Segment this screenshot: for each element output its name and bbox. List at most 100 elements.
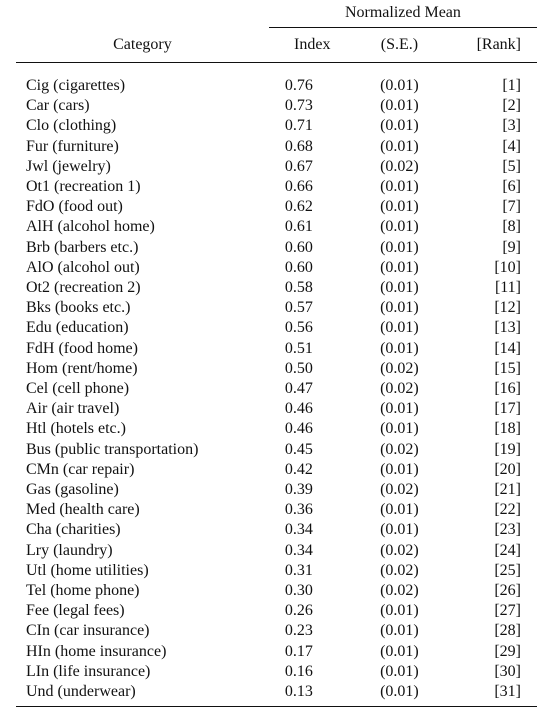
table-row: Fur (furniture) 0.68 (0.01) [4]	[16, 137, 537, 157]
se-cell: (0.01)	[380, 642, 419, 660]
category-cell: Edu (education)	[26, 319, 129, 337]
category-cell: Tel (home phone)	[26, 582, 140, 600]
se-cell: (0.01)	[380, 319, 419, 337]
index-cell: 0.62	[284, 198, 313, 216]
rank-cell: [19]	[494, 440, 521, 458]
rank-cell: [12]	[494, 299, 521, 317]
se-cell: (0.01)	[380, 662, 419, 680]
category-cell: Med (health care)	[26, 501, 140, 519]
index-cell: 0.16	[284, 662, 313, 680]
se-cell: (0.02)	[380, 157, 419, 175]
rank-cell: [13]	[494, 319, 521, 337]
category-cell: Cig (cigarettes)	[26, 77, 126, 94]
index-cell: 0.60	[284, 258, 313, 276]
table-row: CMn (car repair) 0.42 (0.01) [20]	[16, 460, 537, 480]
rank-cell: [27]	[494, 602, 521, 620]
index-cell: 0.13	[268, 682, 356, 707]
table-spacer-row	[16, 63, 537, 77]
table-row: Med (health care) 0.36 (0.01) [22]	[16, 500, 537, 520]
table-row: HIn (home insurance) 0.17 (0.01) [29]	[16, 642, 537, 662]
category-cell: LIn (life insurance)	[26, 662, 151, 680]
column-header-rank: [Rank]	[443, 27, 537, 63]
table-row: Gas (gasoline) 0.39 (0.02) [21]	[16, 480, 537, 500]
table-row: AlH (alcohol home) 0.61 (0.01) [8]	[16, 217, 537, 237]
group-header-spacer	[16, 0, 269, 28]
category-cell: CIn (car insurance)	[26, 622, 150, 640]
category-cell: Brb (barbers etc.)	[26, 238, 139, 256]
rank-cell: [6]	[502, 178, 521, 196]
rank-cell: [21]	[494, 481, 521, 499]
rank-cell: [17]	[494, 400, 521, 418]
category-cell: Air (air travel)	[26, 400, 120, 418]
table-row: Car (cars) 0.73 (0.01) [2]	[16, 96, 537, 116]
se-cell: (0.01)	[380, 238, 419, 256]
category-cell: Fee (legal fees)	[26, 602, 125, 620]
category-cell: Htl (hotels etc.)	[26, 420, 126, 438]
se-cell: (0.01)	[380, 521, 419, 539]
se-cell: (0.02)	[380, 582, 419, 600]
rank-cell: [24]	[494, 541, 521, 559]
table-row: Clo (clothing) 0.71 (0.01) [3]	[16, 116, 537, 136]
rank-cell: [23]	[494, 521, 521, 539]
table-row: Tel (home phone) 0.30 (0.02) [26]	[16, 581, 537, 601]
rank-cell: [22]	[494, 501, 521, 519]
category-cell: Fur (furniture)	[26, 137, 119, 155]
index-cell: 0.30	[284, 582, 313, 600]
table-row: Brb (barbers etc.) 0.60 (0.01) [9]	[16, 238, 537, 258]
index-cell: 0.60	[284, 238, 313, 256]
category-cell: Utl (home utilities)	[26, 561, 149, 579]
index-cell: 0.50	[284, 359, 313, 377]
rank-cell: [3]	[502, 117, 521, 135]
rank-cell: [7]	[502, 198, 521, 216]
category-cell: FdO (food out)	[26, 198, 123, 216]
se-cell: (0.01)	[380, 602, 419, 620]
se-cell: (0.01)	[380, 198, 419, 216]
table-row: Ot2 (recreation 2) 0.58 (0.01) [11]	[16, 278, 537, 298]
group-header-normalized-mean: Normalized Mean	[268, 0, 537, 28]
table-row: Cha (charities) 0.34 (0.01) [23]	[16, 520, 537, 540]
table-row: Utl (home utilities) 0.31 (0.02) [25]	[16, 561, 537, 581]
se-cell: (0.02)	[380, 440, 419, 458]
category-cell: Cel (cell phone)	[26, 380, 130, 398]
se-cell: (0.01)	[380, 97, 419, 115]
table-row: Hom (rent/home) 0.50 (0.02) [15]	[16, 359, 537, 379]
normalized-mean-table: Normalized Mean Category Index (S.E.) [R…	[16, 0, 537, 707]
index-cell: 0.56	[284, 319, 313, 337]
se-cell: (0.02)	[380, 481, 419, 499]
column-header-row: Category Index (S.E.) [Rank]	[16, 27, 537, 63]
table-row: Fee (legal fees) 0.26 (0.01) [27]	[16, 601, 537, 621]
rank-cell: [29]	[494, 642, 521, 660]
index-cell: 0.17	[284, 642, 313, 660]
rank-cell: [11]	[494, 279, 521, 297]
se-cell: (0.01)	[380, 178, 419, 196]
rank-cell: [10]	[494, 258, 521, 276]
index-cell: 0.46	[284, 420, 313, 438]
category-cell: FdH (food home)	[26, 339, 138, 357]
index-cell: 0.61	[284, 218, 313, 236]
category-cell: Car (cars)	[26, 97, 90, 115]
table-row: Htl (hotels etc.) 0.46 (0.01) [18]	[16, 419, 537, 439]
index-cell: 0.42	[284, 460, 313, 478]
index-cell: 0.39	[284, 481, 313, 499]
index-cell: 0.57	[284, 299, 313, 317]
table-body: Cig (cigarettes) 0.76 (0.01) [1] Car (cars) 0…	[16, 63, 537, 707]
se-cell: (0.01)	[380, 218, 419, 236]
se-cell: (0.01)	[380, 258, 419, 276]
category-cell: Lry (laundry)	[26, 541, 113, 559]
se-cell: (0.01)	[380, 420, 419, 438]
rank-cell: [15]	[494, 359, 521, 377]
category-cell: Bks (books etc.)	[26, 299, 131, 317]
table-row: AlO (alcohol out) 0.60 (0.01) [10]	[16, 258, 537, 278]
category-cell: Ot2 (recreation 2)	[26, 279, 141, 297]
rank-cell: [28]	[494, 622, 521, 640]
index-cell: 0.26	[284, 602, 313, 620]
se-cell: (0.02)	[380, 380, 419, 398]
se-cell: (0.01)	[380, 137, 419, 155]
se-cell: (0.01)	[380, 299, 419, 317]
se-cell: (0.01)	[380, 339, 419, 357]
category-cell: Ot1 (recreation 1)	[26, 178, 141, 196]
rank-cell: [25]	[494, 561, 521, 579]
rank-cell: [30]	[494, 662, 521, 680]
index-cell: 0.58	[284, 279, 313, 297]
rank-cell: [31]	[443, 682, 537, 707]
